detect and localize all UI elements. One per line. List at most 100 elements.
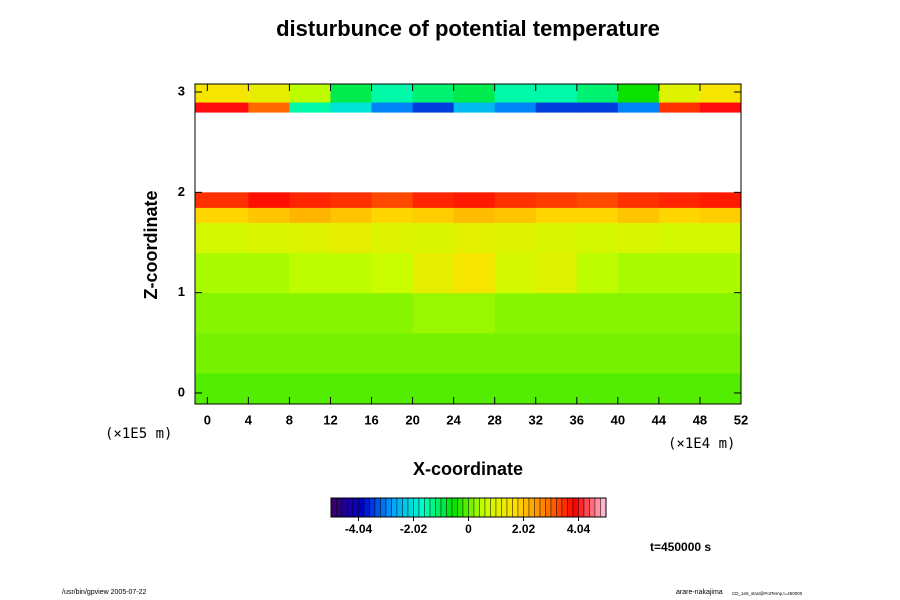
x-tick-label: 28 [487, 412, 501, 427]
colorbar-swatch [330, 497, 337, 518]
heatmap-cell [371, 372, 414, 405]
heatmap-cell [195, 84, 249, 103]
heatmap-cell [412, 192, 455, 208]
y-tick-label: 3 [178, 83, 185, 98]
colorbar-swatch [594, 497, 601, 518]
heatmap-cell [617, 222, 660, 254]
heatmap-cell [535, 372, 578, 405]
colorbar-swatch [352, 497, 359, 518]
colorbar-tick-label: -4.04 [345, 522, 373, 536]
heatmap-cell [330, 332, 373, 374]
heatmap-cell [617, 252, 660, 294]
heatmap-cell [289, 372, 331, 405]
heatmap-cell [330, 372, 373, 405]
colorbar-swatch [550, 497, 557, 518]
heatmap-cell [453, 252, 496, 294]
colorbar-swatch [517, 497, 524, 518]
heatmap-cell [289, 252, 331, 294]
y-unit: (×1E5 m) [105, 426, 172, 442]
colorbar-swatch [440, 497, 447, 518]
colorbar-swatch [589, 497, 596, 518]
colorbar-swatch [347, 497, 354, 518]
heatmap-cell [617, 192, 660, 208]
heatmap-cell [330, 252, 373, 294]
colorbar-swatch [473, 497, 480, 518]
heatmap-cell [371, 192, 414, 208]
heatmap-cell [195, 372, 249, 405]
x-tick-label: 4 [245, 412, 253, 427]
heatmap-cell [330, 207, 373, 223]
colorbar-swatch [578, 497, 585, 518]
heatmap-cell [371, 222, 414, 254]
colorbar-swatch [446, 497, 453, 518]
heatmap-cell [494, 292, 537, 334]
heatmap-cell [535, 207, 578, 223]
heatmap-cell [494, 102, 537, 113]
x-tick-label: 0 [204, 412, 211, 427]
heatmap-cell [195, 332, 249, 374]
colorbar-swatch [600, 497, 607, 518]
heatmap-cell [535, 192, 578, 208]
colorbar-swatch [374, 497, 381, 518]
colorbar-swatch [462, 497, 469, 518]
heatmap-cell [576, 192, 619, 208]
heatmap-cell [617, 102, 660, 113]
heatmap-cell [576, 207, 619, 223]
heatmap-cell [535, 102, 578, 113]
colorbar-swatch [512, 497, 519, 518]
colorbar-swatch [363, 497, 370, 518]
heatmap-cell [371, 102, 414, 113]
heatmap-cell [576, 292, 619, 334]
heatmap-cell [248, 332, 290, 374]
heatmap-cell [195, 207, 249, 223]
heatmap-cell [453, 192, 496, 208]
heatmap-cell [289, 207, 331, 223]
heatmap-cell [617, 207, 660, 223]
heatmap-cell [617, 332, 660, 374]
heatmap-cell [658, 207, 701, 223]
heatmap-cell [699, 222, 742, 254]
colorbar-swatch [468, 497, 475, 518]
heatmap-cell [330, 102, 373, 113]
heatmap-cell [289, 102, 331, 113]
colorbar-swatch [336, 497, 343, 518]
colorbar-swatch [451, 497, 458, 518]
colorbar-swatch [572, 497, 579, 518]
heatmap-cell [412, 102, 455, 113]
heatmap-cell [535, 84, 578, 103]
heatmap-cell [195, 192, 249, 208]
heatmap-cell [658, 292, 701, 334]
y-axis-label: Z-coordinate [141, 190, 161, 299]
heatmap-cell [330, 292, 373, 334]
colorbar-swatch [407, 497, 414, 518]
heatmap-cell [371, 332, 414, 374]
y-tick-label: 1 [178, 284, 185, 299]
heatmap-cell [658, 332, 701, 374]
colorbar-swatch [341, 497, 348, 518]
y-tick-label: 0 [178, 384, 185, 399]
chart-title: disturbunce of potential temperature [276, 16, 660, 41]
heatmap-cell [576, 252, 619, 294]
colorbar-swatch [495, 497, 502, 518]
heatmap-cell [699, 84, 742, 103]
heatmap-cell [289, 222, 331, 254]
heatmap-cell [658, 84, 701, 103]
heatmap-cell [699, 192, 742, 208]
colorbar-swatch [413, 497, 420, 518]
colorbar-swatch [484, 497, 491, 518]
heatmap-cell [289, 84, 331, 103]
heatmap-cell [453, 372, 496, 405]
colorbar-swatch [545, 497, 552, 518]
footer-right: arare-nakajima [676, 589, 723, 596]
heatmap-cell [412, 84, 455, 103]
heatmap-cell [371, 84, 414, 103]
heatmap-cell [330, 222, 373, 254]
heatmap-cell [494, 192, 537, 208]
colorbar-swatch [523, 497, 530, 518]
x-tick-label: 40 [611, 412, 625, 427]
x-tick-label: 36 [570, 412, 584, 427]
heatmap-cell [289, 192, 331, 208]
footer-right-small: CD_1e5_strat@PotTemp,t=450000 [732, 591, 803, 596]
heatmap-cell [195, 222, 249, 254]
heatmap-cell [658, 222, 701, 254]
